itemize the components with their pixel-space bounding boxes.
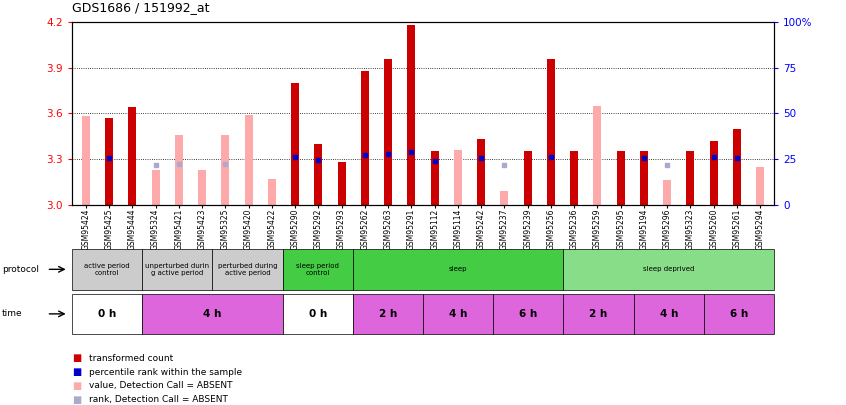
Bar: [570, 151, 578, 205]
Bar: [105, 118, 113, 205]
Text: perturbed during
active period: perturbed during active period: [217, 263, 277, 276]
Text: sleep deprived: sleep deprived: [643, 266, 695, 272]
Text: protocol: protocol: [2, 265, 39, 274]
Bar: [477, 139, 486, 205]
Text: rank, Detection Call = ABSENT: rank, Detection Call = ABSENT: [89, 395, 228, 404]
Text: 4 h: 4 h: [660, 309, 678, 319]
Bar: [268, 179, 276, 205]
Bar: [547, 59, 555, 205]
Bar: [687, 154, 694, 205]
Bar: [151, 170, 160, 205]
Text: ■: ■: [72, 354, 81, 363]
Bar: [129, 107, 136, 205]
Text: sleep: sleep: [449, 266, 467, 272]
Text: GDS1686 / 151992_at: GDS1686 / 151992_at: [72, 1, 210, 14]
Bar: [710, 141, 717, 205]
Bar: [617, 151, 624, 205]
Text: unperturbed durin
g active period: unperturbed durin g active period: [146, 263, 209, 276]
Bar: [524, 151, 531, 205]
Bar: [525, 159, 531, 205]
Bar: [175, 134, 183, 205]
Bar: [82, 117, 90, 205]
Bar: [453, 150, 462, 205]
Bar: [384, 59, 393, 205]
Bar: [291, 83, 299, 205]
Bar: [338, 164, 345, 205]
Text: time: time: [2, 309, 22, 318]
Text: sleep period
control: sleep period control: [296, 263, 339, 276]
Text: 2 h: 2 h: [379, 309, 397, 319]
Text: 6 h: 6 h: [730, 309, 748, 319]
Text: 4 h: 4 h: [449, 309, 467, 319]
Bar: [733, 129, 741, 205]
Bar: [686, 151, 695, 205]
Bar: [756, 166, 764, 205]
Bar: [407, 26, 415, 205]
Text: ■: ■: [72, 395, 81, 405]
Bar: [338, 162, 346, 205]
Bar: [315, 144, 322, 205]
Bar: [360, 71, 369, 205]
Text: value, Detection Call = ABSENT: value, Detection Call = ABSENT: [89, 382, 233, 390]
Bar: [431, 151, 439, 205]
Text: 4 h: 4 h: [203, 309, 222, 319]
Text: ■: ■: [72, 367, 81, 377]
Bar: [500, 191, 508, 205]
Text: 0 h: 0 h: [309, 309, 327, 319]
Text: 6 h: 6 h: [519, 309, 537, 319]
Text: 0 h: 0 h: [98, 309, 116, 319]
Bar: [640, 151, 648, 205]
Bar: [244, 115, 253, 205]
Bar: [593, 106, 602, 205]
Text: active period
control: active period control: [85, 263, 129, 276]
Text: transformed count: transformed count: [89, 354, 173, 363]
Bar: [663, 180, 671, 205]
Bar: [198, 170, 206, 205]
Text: ■: ■: [72, 381, 81, 391]
Text: 2 h: 2 h: [590, 309, 607, 319]
Text: percentile rank within the sample: percentile rank within the sample: [89, 368, 242, 377]
Bar: [222, 134, 229, 205]
